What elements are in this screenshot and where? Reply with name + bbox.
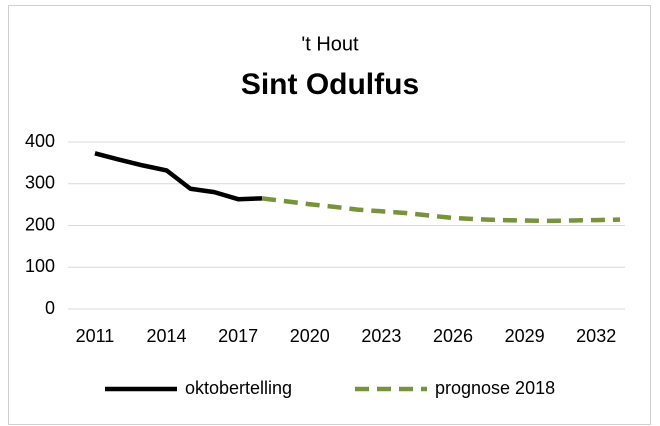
x-tick-label: 2017 xyxy=(218,326,258,346)
x-tick-label: 2032 xyxy=(576,326,616,346)
y-tick-label: 0 xyxy=(45,298,55,318)
y-tick-label: 100 xyxy=(25,256,55,276)
x-tick-label: 2026 xyxy=(433,326,473,346)
x-tick-label: 2023 xyxy=(361,326,401,346)
legend-label: oktobertelling xyxy=(185,378,292,398)
legend-label: prognose 2018 xyxy=(435,378,555,398)
y-tick-label: 400 xyxy=(25,131,55,151)
y-tick-label: 200 xyxy=(25,214,55,234)
series-line xyxy=(94,151,263,202)
series-line xyxy=(261,196,621,224)
chart-title: Sint Odulfus xyxy=(241,68,419,101)
x-tick-label: 2011 xyxy=(76,326,115,346)
chart-subtitle: 't Hout xyxy=(301,33,359,55)
x-tick-label: 2014 xyxy=(147,326,187,346)
x-tick-label: 2020 xyxy=(290,326,330,346)
y-tick-label: 300 xyxy=(25,173,55,193)
chart-border xyxy=(8,5,651,425)
x-tick-label: 2029 xyxy=(505,326,545,346)
